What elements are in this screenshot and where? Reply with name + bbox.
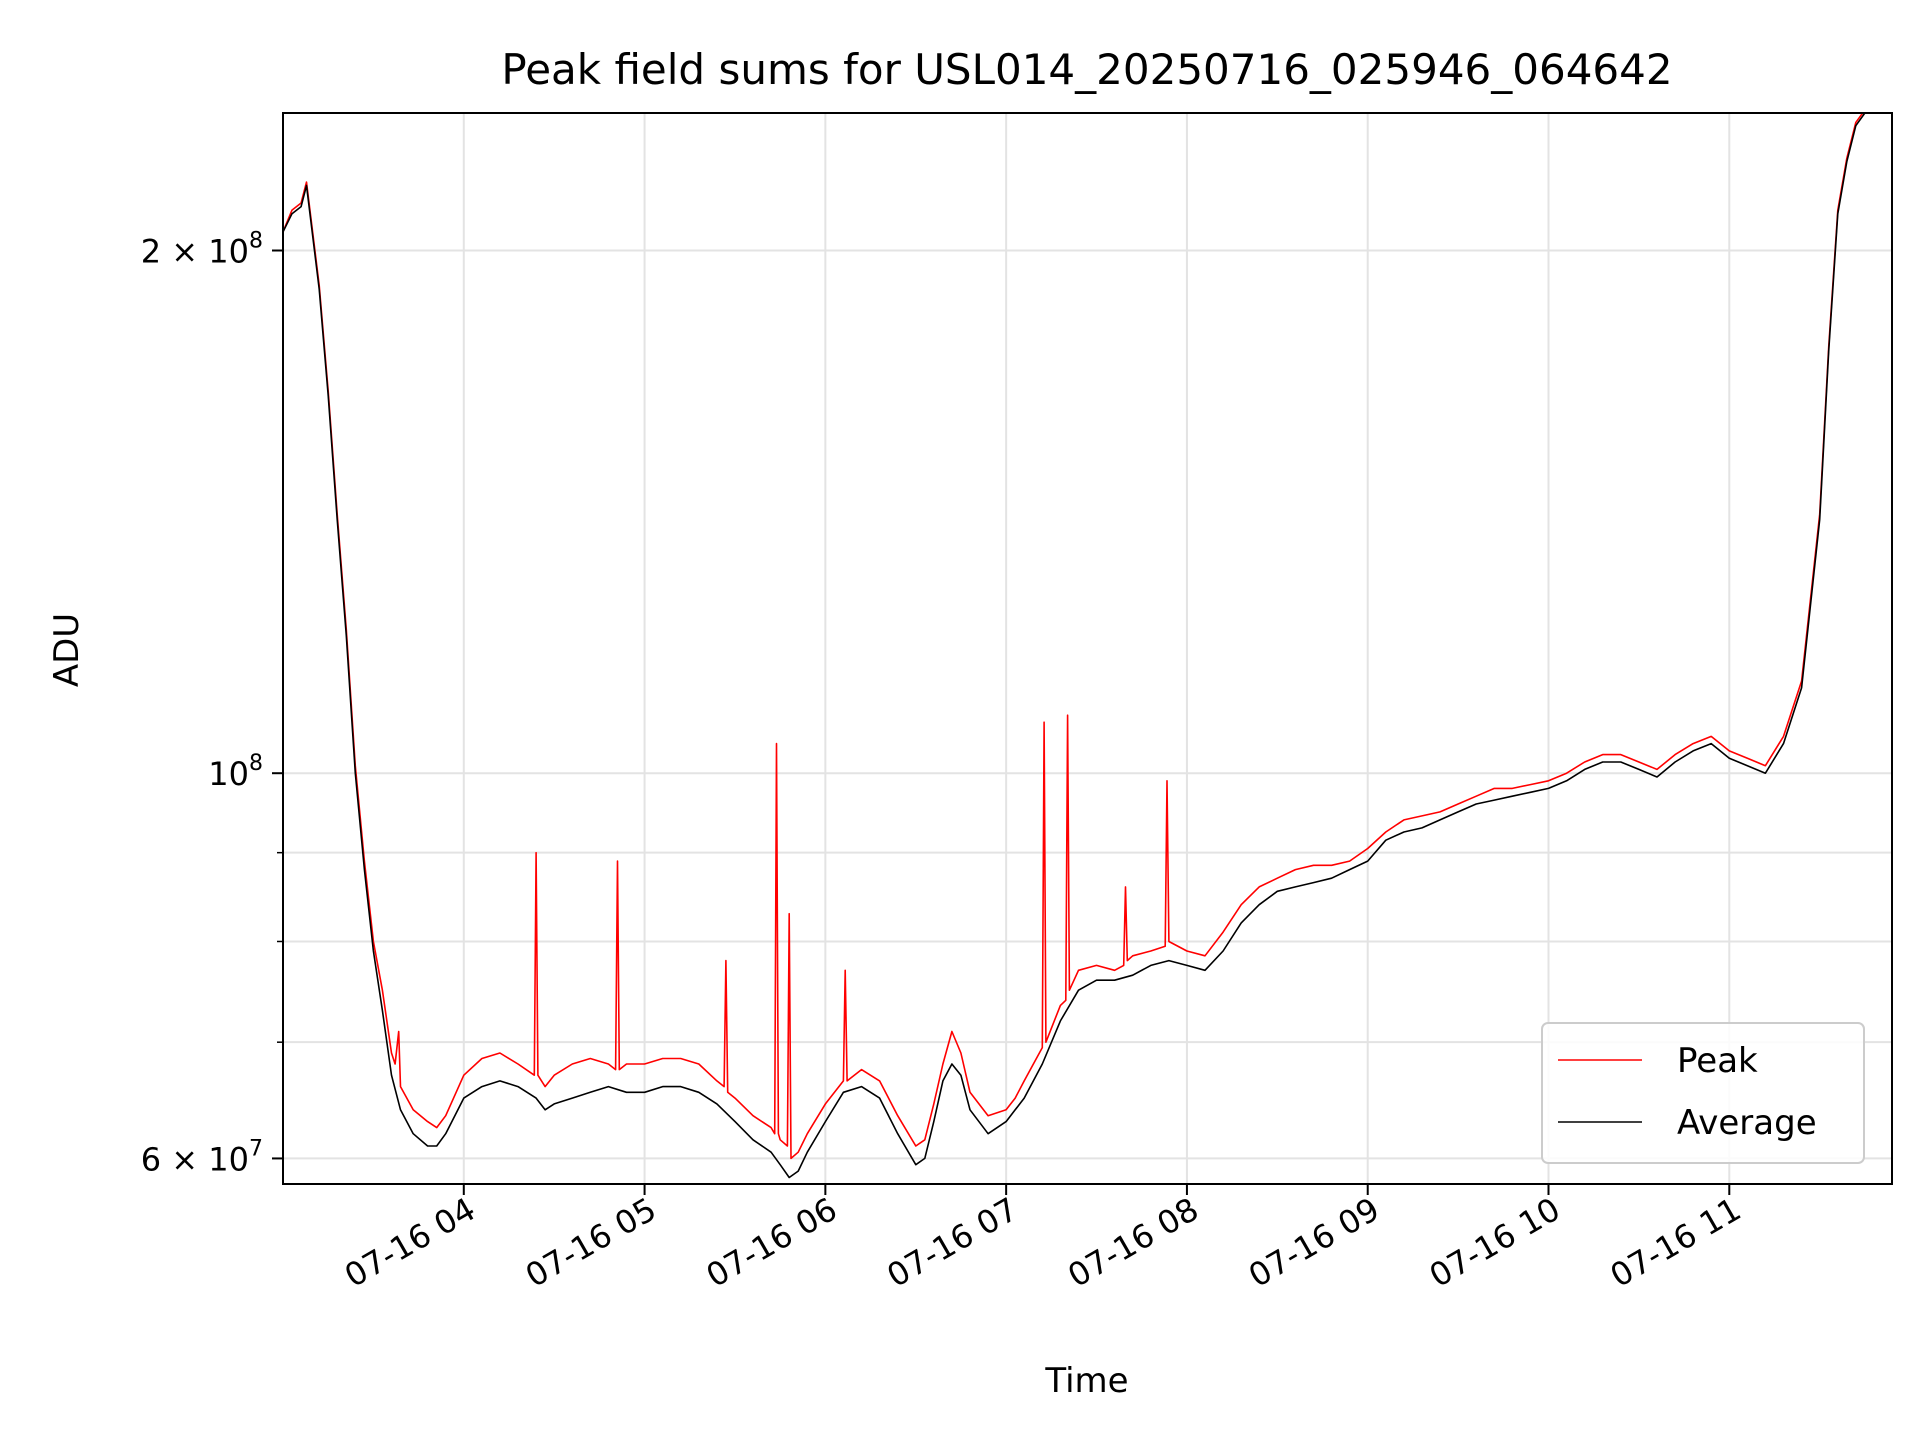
y-tick-mantissa: 2 × 10 (141, 232, 249, 270)
y-axis-label: ADU (47, 613, 87, 687)
plot-frame (282, 112, 1893, 1185)
legend-label-peak: Peak (1677, 1041, 1758, 1081)
chart-title: Peak field sums for USL014_20250716_0259… (501, 45, 1672, 94)
y-tick-label: 6 × 107 (141, 1136, 263, 1178)
y-tick-mantissa: 6 × 10 (141, 1140, 249, 1178)
y-tick-label: 2 × 108 (141, 228, 263, 270)
y-tick-mantissa: 10 (208, 755, 249, 793)
y-tick-exponent: 8 (249, 228, 263, 253)
series-line-peak (283, 113, 1864, 1160)
legend-box (1541, 1022, 1865, 1164)
y-tick-label: 108 (208, 751, 263, 793)
grid (283, 113, 1892, 1184)
series-layer (283, 113, 1892, 1179)
legend-label-average: Average (1677, 1103, 1817, 1143)
series-line-average (283, 113, 1892, 1179)
y-tick-exponent: 8 (249, 751, 263, 776)
y-tick-exponent: 7 (249, 1136, 263, 1161)
legend: Peak Average (1541, 1022, 1865, 1164)
x-axis-label: Time (1044, 1361, 1128, 1401)
